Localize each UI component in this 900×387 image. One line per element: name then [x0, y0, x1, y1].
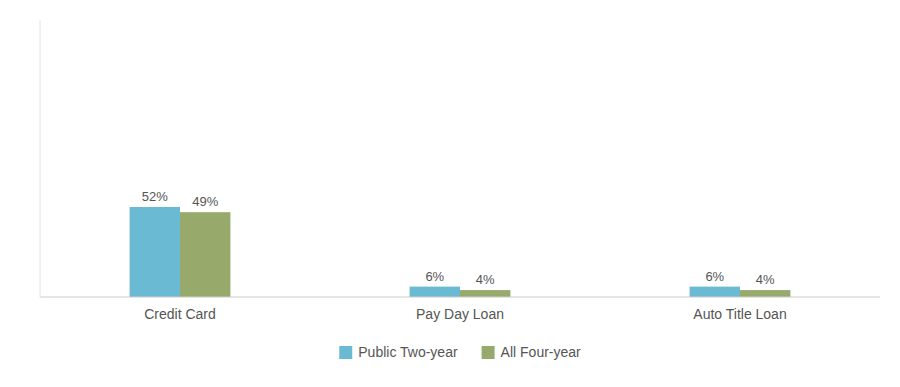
- x-axis-line: [40, 297, 880, 298]
- legend-swatch: [482, 346, 495, 359]
- legend-item: Public Two-year: [339, 344, 458, 360]
- bar: [130, 207, 180, 297]
- y-axis-line: [40, 20, 41, 297]
- bar: [180, 212, 230, 297]
- x-tick-label: Pay Day Loan: [416, 306, 504, 322]
- x-tick-label: Credit Card: [144, 306, 216, 322]
- bars: [130, 207, 791, 297]
- bar: [740, 290, 790, 297]
- data-label: 49%: [192, 194, 218, 209]
- x-tick-label: Auto Title Loan: [693, 306, 786, 322]
- bar: [410, 287, 460, 297]
- chart: 52% 6% 6% 49% 4% 4% Credit Card Pay Day Loan Aut…: [0, 0, 900, 387]
- data-label: 4%: [476, 272, 495, 287]
- data-label: 6%: [425, 269, 444, 284]
- data-label: 6%: [705, 269, 724, 284]
- legend-label: Public Two-year: [358, 344, 458, 360]
- data-label: 4%: [756, 272, 775, 287]
- legend-swatch: [339, 346, 352, 359]
- data-label: 52%: [142, 189, 168, 204]
- legend: Public Two-year All Four-year: [339, 344, 581, 360]
- chart-container: 52% 6% 6% 49% 4% 4% Credit Card Pay Day Loan Aut…: [0, 0, 900, 387]
- bar: [690, 287, 740, 297]
- legend-label: All Four-year: [501, 344, 581, 360]
- data-labels: 52% 6% 6% 49% 4% 4%: [142, 189, 775, 287]
- legend-item: All Four-year: [482, 344, 581, 360]
- bar: [460, 290, 510, 297]
